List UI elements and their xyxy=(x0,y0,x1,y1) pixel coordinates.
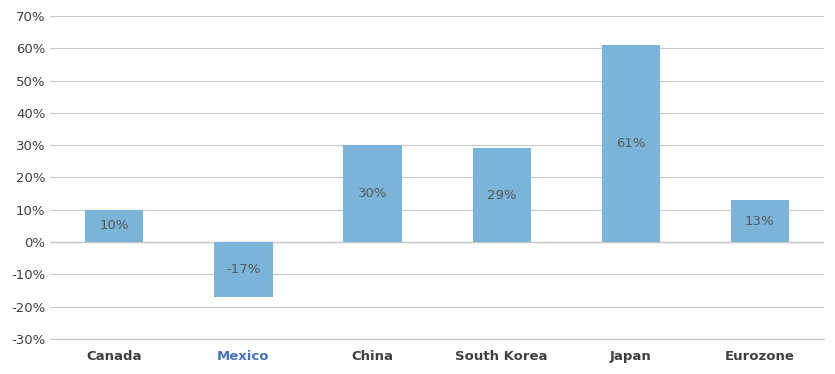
Bar xyxy=(731,200,789,242)
Text: 61%: 61% xyxy=(616,137,645,150)
Text: 29%: 29% xyxy=(487,189,516,202)
Text: 10%: 10% xyxy=(99,219,129,232)
Bar xyxy=(215,242,272,297)
Bar xyxy=(473,148,530,242)
Bar xyxy=(343,145,402,242)
Text: -17%: -17% xyxy=(226,263,261,276)
Text: 13%: 13% xyxy=(745,215,775,227)
Bar xyxy=(601,45,660,242)
Text: 30%: 30% xyxy=(357,187,387,200)
Bar xyxy=(85,210,144,242)
